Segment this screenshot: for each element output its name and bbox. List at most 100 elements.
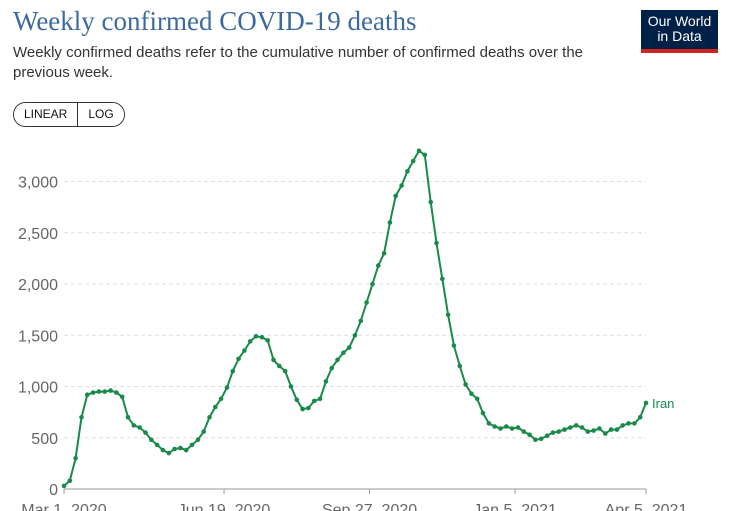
- data-point: [218, 396, 224, 402]
- data-point: [614, 427, 620, 432]
- data-point: [486, 421, 492, 426]
- data-point: [201, 429, 206, 434]
- data-point: [102, 389, 107, 394]
- data-point: [358, 318, 364, 324]
- data-point: [312, 398, 317, 404]
- data-point: [166, 450, 172, 456]
- data-point: [440, 276, 445, 282]
- data-point: [207, 415, 212, 420]
- data-point: [556, 429, 561, 434]
- data-point: [195, 437, 201, 443]
- data-point: [480, 410, 486, 416]
- data-point: [265, 338, 271, 343]
- data-point: [573, 423, 579, 428]
- data-point: [445, 312, 451, 318]
- data-point: [282, 368, 288, 374]
- data-point: [550, 430, 556, 435]
- data-point: [125, 415, 131, 420]
- data-point: [428, 199, 434, 205]
- series-label: Iran: [652, 396, 674, 411]
- data-point: [474, 396, 480, 402]
- data-point: [131, 423, 137, 428]
- scale-toggle: LINEAR LOG: [13, 102, 125, 127]
- data-point: [160, 447, 166, 453]
- data-point: [114, 390, 119, 395]
- data-point: [521, 429, 527, 434]
- data-point: [96, 389, 102, 394]
- y-tick-label: 3,000: [18, 175, 58, 192]
- data-point: [329, 365, 335, 371]
- data-point: [603, 431, 608, 436]
- data-point: [178, 445, 183, 451]
- data-point: [451, 343, 457, 348]
- data-point: [335, 357, 340, 363]
- owid-logo[interactable]: Our World in Data: [641, 10, 718, 53]
- data-point: [119, 394, 125, 400]
- y-tick-label: 2,000: [18, 277, 58, 294]
- x-tick-label: Sep 27, 2020: [322, 502, 417, 511]
- data-point: [143, 430, 148, 435]
- data-point: [591, 428, 596, 433]
- data-point: [399, 183, 404, 188]
- data-point: [568, 425, 573, 430]
- data-point: [637, 415, 643, 420]
- y-tick-label: 1,500: [18, 328, 58, 345]
- logo-line-2: in Data: [657, 28, 702, 44]
- data-point: [410, 158, 416, 164]
- data-point: [381, 251, 387, 256]
- data-point: [230, 368, 236, 374]
- y-tick-label: 1,000: [18, 380, 58, 397]
- data-point: [416, 148, 422, 154]
- x-tick-label: Jan 5, 2021: [473, 502, 557, 511]
- data-point: [457, 363, 463, 369]
- y-tick-label: 500: [31, 431, 58, 448]
- data-point: [288, 384, 294, 389]
- data-point: [73, 456, 78, 461]
- data-point: [469, 391, 474, 397]
- series-iran: Iran: [61, 148, 674, 489]
- data-point: [509, 426, 515, 431]
- data-point: [85, 392, 90, 398]
- x-tick-label: Jun 19, 2020: [178, 502, 271, 511]
- data-point: [271, 357, 276, 363]
- series-line: [63, 149, 647, 487]
- data-point: [393, 193, 399, 199]
- data-point: [90, 390, 96, 395]
- data-point: [515, 425, 521, 430]
- data-point: [300, 406, 305, 412]
- linear-scale-button[interactable]: LINEAR: [14, 103, 78, 126]
- y-tick-label: 2,500: [18, 226, 58, 243]
- data-point: [463, 382, 468, 387]
- data-point: [422, 152, 428, 158]
- data-point: [498, 426, 503, 431]
- data-point: [224, 385, 230, 390]
- data-point: [376, 263, 381, 268]
- data-point: [370, 281, 375, 287]
- data-point: [247, 339, 253, 344]
- data-point: [242, 348, 247, 353]
- data-point: [137, 425, 142, 430]
- data-point: [492, 424, 498, 429]
- data-point: [527, 432, 532, 438]
- data-point: [317, 396, 323, 402]
- x-axis-tick-labels: Mar 1, 2020 Jun 19, 2020 Sep 27, 2020 Jan 5…: [21, 489, 687, 511]
- data-point: [597, 426, 602, 431]
- chart-subtitle: Weekly confirmed deaths refer to the cum…: [13, 44, 584, 81]
- data-point: [620, 423, 625, 428]
- data-point: [405, 169, 410, 174]
- logo-line-1: Our World: [647, 13, 712, 29]
- data-point: [364, 300, 369, 305]
- data-point: [149, 437, 154, 443]
- data-point: [533, 437, 538, 443]
- data-point: [544, 433, 550, 439]
- data-point: [579, 425, 585, 430]
- log-scale-button[interactable]: LOG: [77, 103, 124, 126]
- data-point: [154, 442, 160, 448]
- data-point: [189, 442, 195, 448]
- data-point: [259, 335, 265, 340]
- data-point: [253, 334, 259, 339]
- x-tick-label: Mar 1, 2020: [21, 502, 106, 511]
- data-point: [632, 421, 637, 426]
- data-point: [79, 415, 84, 420]
